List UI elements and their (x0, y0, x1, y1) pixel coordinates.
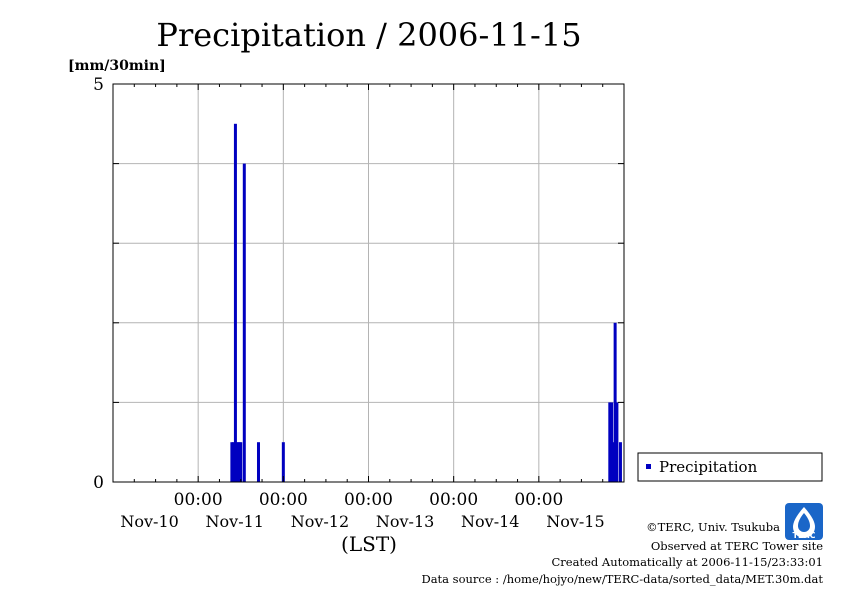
footer-copyright: ©TERC, Univ. Tsukuba (646, 520, 780, 534)
precipitation-bar (613, 322, 617, 482)
y-tick-label: 5 (93, 75, 104, 95)
precipitation-bar (237, 442, 241, 482)
x-time-label: 00:00 (174, 490, 223, 510)
x-date-label: Nov-11 (206, 512, 264, 531)
logo-text: TERC (793, 531, 816, 540)
x-time-label: 00:00 (344, 490, 393, 510)
precipitation-bar (610, 402, 614, 482)
legend-box (637, 452, 823, 482)
precipitation-bar (611, 442, 615, 482)
precipitation-bar (233, 123, 237, 483)
chart-title: Precipitation / 2006-11-15 (156, 16, 581, 54)
precipitation-bar (230, 442, 234, 482)
precipitation-bar (235, 442, 239, 482)
precipitation-bar (618, 442, 622, 482)
precipitation-bar (615, 402, 619, 482)
grid-lines (113, 84, 624, 482)
precipitation-bar (256, 442, 260, 482)
x-time-label: 00:00 (259, 490, 308, 510)
footer-observed: Observed at TERC Tower site (651, 539, 823, 553)
legend-swatch (646, 464, 651, 469)
axis-ticks (113, 83, 624, 483)
x-date-label: Nov-15 (546, 512, 604, 531)
precipitation-bar (242, 163, 246, 482)
legend: Precipitation (637, 452, 823, 482)
precipitation-bar (239, 442, 243, 482)
x-tick-labels: 00:00 00:00 00:00 00:00 00:00 Nov-10 Nov-11 Nov… (120, 490, 604, 531)
footer-created: Created Automatically at 2006-11-15/23:3… (552, 555, 824, 569)
y-tick-labels: 05 (93, 75, 104, 493)
x-axis-label: (LST) (341, 532, 397, 556)
x-time-label: 00:00 (429, 490, 478, 510)
x-date-label: Nov-14 (461, 512, 519, 531)
precipitation-bar (281, 442, 285, 482)
x-date-label: Nov-13 (376, 512, 434, 531)
y-axis-unit-label: [mm/30min] (68, 58, 166, 74)
precipitation-bars (230, 123, 622, 483)
precipitation-bar (608, 402, 612, 482)
x-date-label: Nov-12 (291, 512, 349, 531)
precipitation-bar (232, 442, 236, 482)
terc-logo: TERC (785, 503, 823, 540)
x-date-label: Nov-10 (120, 512, 178, 531)
y-tick-label: 0 (93, 473, 104, 493)
x-time-label: 00:00 (514, 490, 563, 510)
footer-data-source: Data source : /home/hojyo/new/TERC-data/… (421, 572, 823, 586)
legend-label: Precipitation (659, 458, 758, 476)
